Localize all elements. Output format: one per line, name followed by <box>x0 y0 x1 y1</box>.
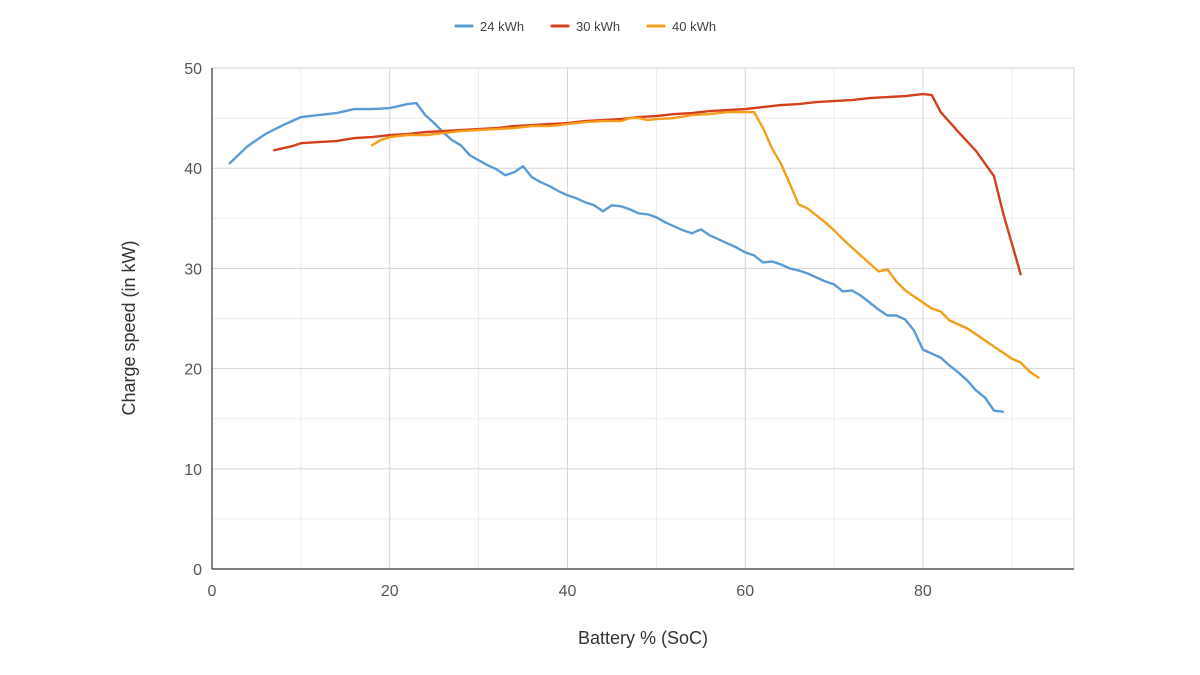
x-tick-label: 0 <box>208 583 217 600</box>
y-tick-label: 20 <box>184 362 202 379</box>
y-tick-label: 40 <box>184 161 202 178</box>
line-chart: 24 kWh 30 kWh 40 kWh 010203040500 20 40 60 80 … <box>0 0 1200 675</box>
y-tick-label: 50 <box>184 61 202 78</box>
x-tick-label: 40 <box>559 583 577 600</box>
y-tick-label: 10 <box>184 462 202 479</box>
x-tick-label: 60 <box>736 583 754 600</box>
series-line-40-kwh <box>372 112 1039 378</box>
legend-label-30-kwh: 30 kWh <box>576 19 620 34</box>
series-line-24-kwh <box>230 103 1003 412</box>
grid <box>212 68 1074 569</box>
x-tick-label: 20 <box>381 583 399 600</box>
legend-label-40-kwh: 40 kWh <box>672 19 716 34</box>
y-axis-title: Charge speed (in kW) <box>119 240 139 415</box>
y-tick-label: 0 <box>193 562 202 579</box>
series-layer <box>230 94 1039 412</box>
x-tick-label: 80 <box>914 583 932 600</box>
x-axis-title: Battery % (SoC) <box>578 628 708 648</box>
legend-label-24-kwh: 24 kWh <box>480 19 524 34</box>
y-tick-label: 30 <box>184 261 202 278</box>
legend: 24 kWh 30 kWh 40 kWh <box>456 19 716 34</box>
